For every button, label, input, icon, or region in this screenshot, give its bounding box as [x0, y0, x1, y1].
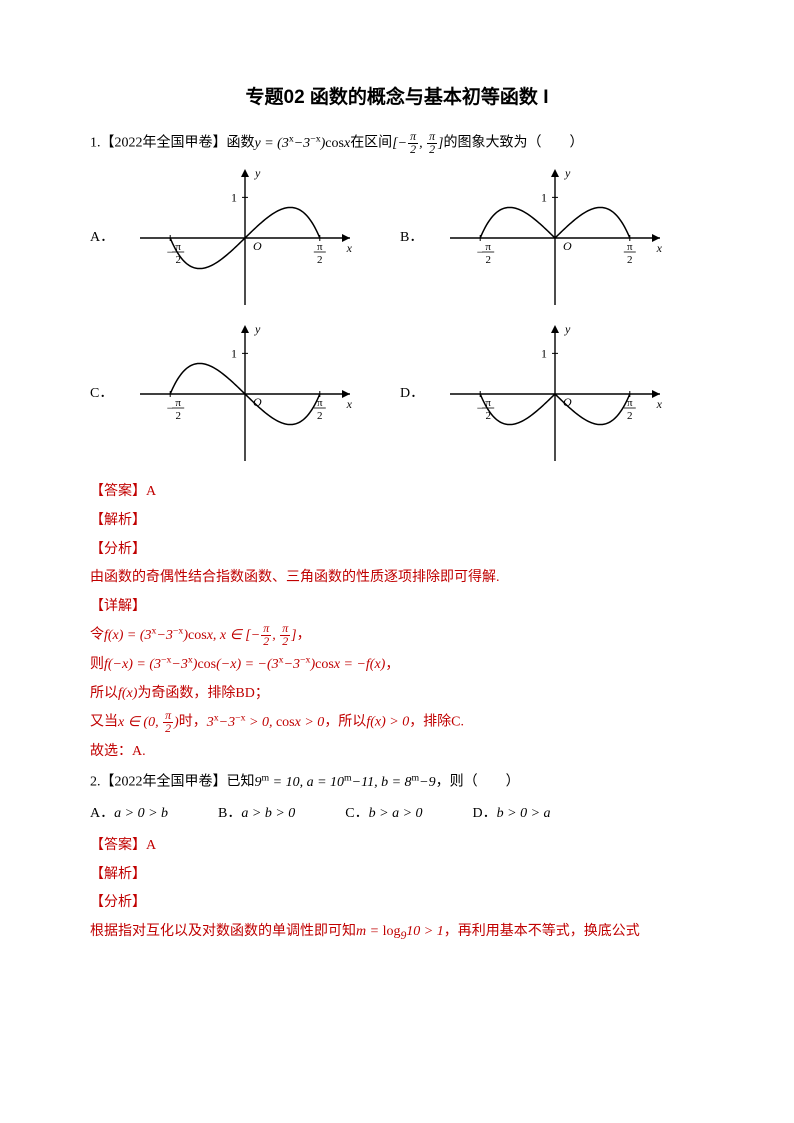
- svg-text:y: y: [564, 322, 571, 336]
- option-b-label: B．: [400, 225, 440, 252]
- svg-text:2: 2: [627, 254, 633, 266]
- q2-prefix: 2.【2022年全国甲卷】已知: [90, 775, 255, 790]
- q1-step1c: ，: [297, 628, 311, 643]
- option-a-label: A．: [90, 225, 130, 252]
- chart-b: −π2π2Oxy1: [440, 163, 670, 313]
- svg-text:1: 1: [231, 347, 237, 361]
- svg-text:x: x: [346, 397, 353, 411]
- svg-text:y: y: [254, 166, 261, 180]
- q1-jiexi: 【解析】: [90, 508, 704, 535]
- svg-text:2: 2: [627, 410, 633, 422]
- q1-step1a: 令: [90, 628, 104, 643]
- q2-optB: B．a > b > 0: [218, 801, 295, 828]
- chart-c: −π2π2Oxy1: [130, 319, 360, 469]
- chart-row-2: C． −π2π2Oxy1 D． −π2π2Oxy1: [90, 319, 704, 469]
- q1-step1: 令f(x) = (3x−3−x)cosx, x ∈ [−π2, π2]，: [90, 622, 704, 649]
- q1-step3: 所以f(x)为奇函数，排除BD；: [90, 681, 704, 708]
- q2-options: A．a > 0 > b B．a > b > 0 C．b > a > 0 D．b …: [90, 801, 704, 828]
- q2-fenxi: 【分析】: [90, 890, 704, 917]
- page-title: 专题02 函数的概念与基本初等函数 I: [90, 80, 704, 116]
- q2-answer: 【答案】A: [90, 833, 704, 860]
- q1-interval: [−π2, π2]: [392, 136, 443, 151]
- q2-optA: A．a > 0 > b: [90, 801, 168, 828]
- q1-xiangjie: 【详解】: [90, 594, 704, 621]
- q2-jiexi: 【解析】: [90, 862, 704, 889]
- q1-step4a: 又当: [90, 715, 118, 730]
- svg-text:1: 1: [541, 191, 547, 205]
- q1-mid: 在区间: [350, 136, 392, 151]
- svg-text:1: 1: [541, 347, 547, 361]
- q1-step5: 故选：A.: [90, 739, 704, 766]
- q1-fenxi-text: 由函数的奇偶性结合指数函数、三角函数的性质逐项排除即可得解.: [90, 565, 704, 592]
- svg-text:x: x: [346, 241, 353, 255]
- chart-a: −π2π2Oxy1: [130, 163, 360, 313]
- chart-d: −π2π2Oxy1: [440, 319, 670, 469]
- q1-fenxi: 【分析】: [90, 537, 704, 564]
- option-c-label: C．: [90, 381, 130, 408]
- svg-text:2: 2: [317, 254, 323, 266]
- q2-cond: 9m = 10, a = 10m−11, b = 8m−9: [255, 775, 436, 790]
- q1-step4b: x ∈ (0, π2): [118, 715, 179, 730]
- svg-text:1: 1: [231, 191, 237, 205]
- svg-text:O: O: [563, 239, 572, 253]
- q2-optC: C．b > a > 0: [345, 801, 422, 828]
- q1-step2: 则f(−x) = (3−x−3x)cos(−x) = −(3x−3−x)cosx…: [90, 652, 704, 679]
- q2-suffix: ，则（ ）: [436, 775, 520, 790]
- q2-stem: 2.【2022年全国甲卷】已知9m = 10, a = 10m−11, b = …: [90, 769, 704, 796]
- svg-text:x: x: [656, 397, 663, 411]
- svg-text:O: O: [253, 239, 262, 253]
- option-d-label: D．: [400, 381, 440, 408]
- q1-step4: 又当x ∈ (0, π2)时，3x−3−x > 0, cosx > 0，所以f(…: [90, 709, 704, 736]
- q2-fenxi-text: 根据指对互化以及对数函数的单调性即可知m = log910 > 1，再利用基本不…: [90, 919, 704, 947]
- svg-text:π: π: [175, 397, 181, 409]
- svg-text:2: 2: [485, 254, 491, 266]
- svg-text:y: y: [564, 166, 571, 180]
- q1-step4c: 时，: [179, 715, 207, 730]
- q1-step2-f: 则f(−x) = (3−x−3x)cos(−x) = −(3x−3−x)cosx…: [90, 657, 385, 672]
- svg-text:2: 2: [317, 410, 323, 422]
- svg-text:y: y: [254, 322, 261, 336]
- chart-row-1: A． −π2π2Oxy1 B． −π2π2Oxy1: [90, 163, 704, 313]
- q1-answer: 【答案】A: [90, 479, 704, 506]
- q1-stem: 1.【2022年全国甲卷】函数y = (3x−3−x)cosx在区间[−π2, …: [90, 130, 704, 157]
- svg-text:π: π: [317, 241, 323, 253]
- q2-optD: D．b > 0 > a: [473, 801, 551, 828]
- svg-text:2: 2: [175, 410, 181, 422]
- q1-step1b: f(x) = (3x−3−x)cosx, x ∈ [−π2, π2]: [104, 628, 297, 643]
- svg-text:π: π: [485, 241, 491, 253]
- svg-text:x: x: [656, 241, 663, 255]
- q1-suffix: 的图象大致为（ ）: [443, 136, 583, 151]
- q1-prefix: 1.【2022年全国甲卷】函数: [90, 136, 255, 151]
- svg-text:π: π: [627, 241, 633, 253]
- q1-func: y = (3x−3−x)cosx: [255, 136, 351, 151]
